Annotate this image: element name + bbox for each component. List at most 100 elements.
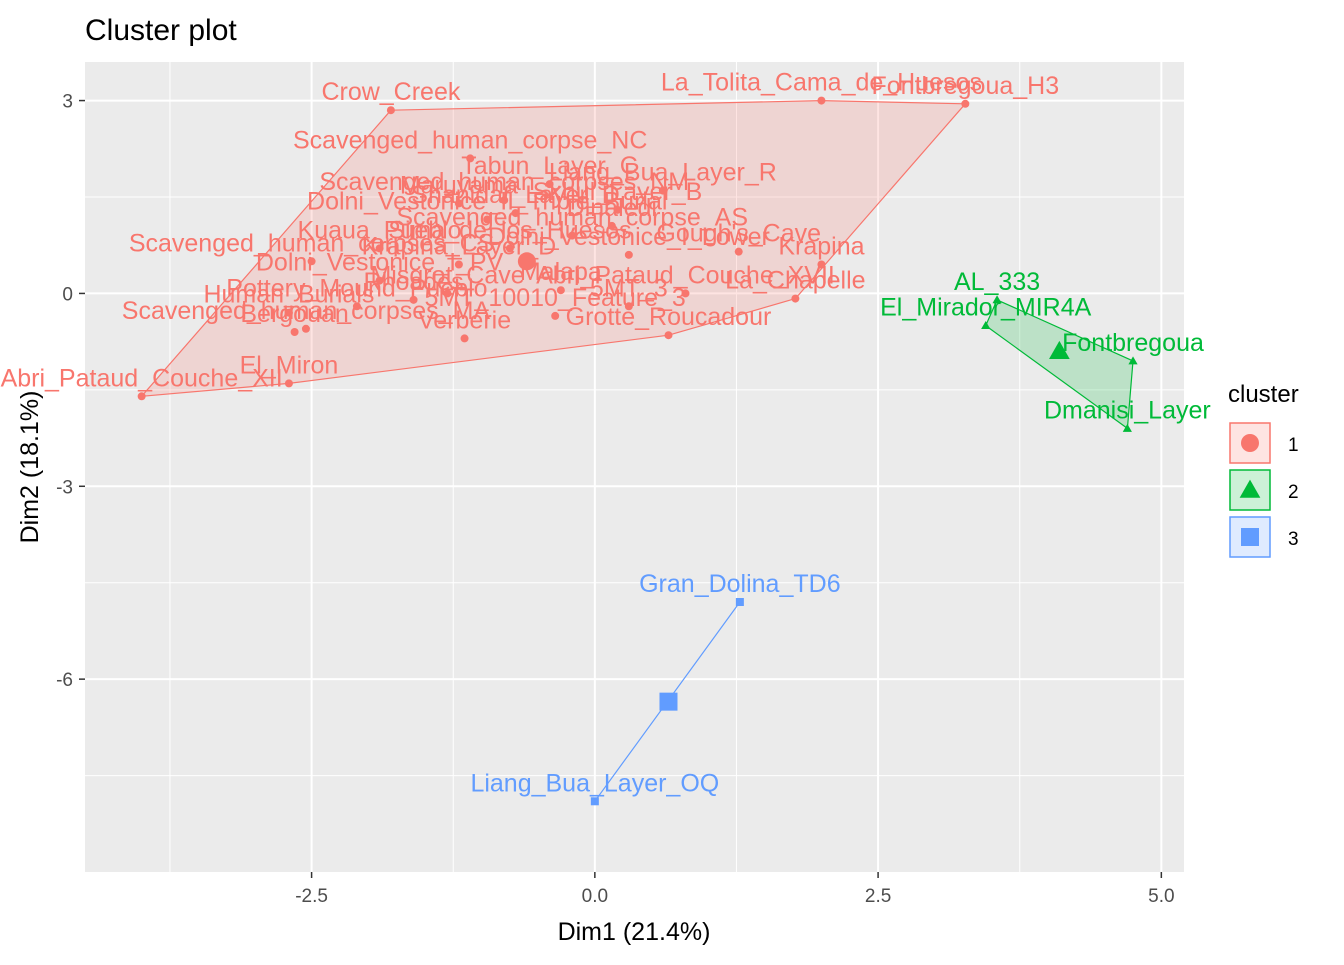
point-5mt-3 <box>624 302 633 311</box>
label-fontbregoua: Fontbregoua <box>1062 329 1204 357</box>
point-abri-pataud-couche-xii <box>137 392 146 401</box>
label-abri-pataud-couche-xvii: Abri_Pataud_Couche_XVII <box>536 261 835 289</box>
legend: cluster 1 2 3 <box>1228 381 1299 558</box>
label-fontbregoua-h3: Fontbregoua_H3 <box>872 72 1060 100</box>
point-la-chapelle <box>791 294 800 303</box>
point-scavenged-human-corpses-cs <box>307 257 316 266</box>
label-pottery-mound-pueblo: Pottery_Mound_Pueblo <box>226 274 487 302</box>
point-bergouan <box>290 328 299 336</box>
point-shanidar-layer-d <box>511 209 520 218</box>
legend-triangle-icon <box>1239 479 1261 498</box>
point-rhoades <box>409 295 418 304</box>
y-axis-title: Dim2 (18.1%) <box>16 391 44 544</box>
label-al-333: AL_333 <box>954 268 1040 296</box>
cluster-2-centroid <box>1049 340 1070 360</box>
label-abri-pataud-couche-xii: Abri_Pataud_Couche_XII <box>1 364 283 392</box>
label-el-miron: El_Miron <box>240 351 339 379</box>
point-verberie <box>460 334 469 343</box>
label-malapa: Malapa <box>520 258 602 286</box>
legend-label-3: 3 <box>1288 529 1299 550</box>
x-tick-label: 5.0 <box>1148 886 1174 907</box>
y-tick-label: -3 <box>56 477 73 498</box>
cluster-1-hull <box>141 99 966 397</box>
label-5mt-3: 5MT_3 <box>590 274 668 302</box>
point-fontbregoua-h3 <box>961 99 970 108</box>
label-scavenged-human-corpse-nc: Scavenged_human_corpse_NC <box>293 126 647 154</box>
cluster-points <box>137 96 1138 806</box>
label-el-mirador-mir4a: El_Mirador_MIR4A <box>880 294 1092 322</box>
label-tabun-layer-c: Tabun_Layer_C <box>461 152 638 180</box>
label-la-chapelle: La_Chapelle <box>725 267 865 295</box>
point-kuaua-pueblo <box>375 244 384 253</box>
label-rhoades: Rhoades <box>364 268 464 296</box>
point-al-333 <box>992 295 1002 304</box>
label-scavenged-human-corpse-as: Scavenged_human_corpse_AS <box>396 204 748 232</box>
label-scavenged-human-corpses-cs: Scavenged_human_corpses_CS <box>129 229 495 257</box>
axes: -2.5 0.0 2.5 5.0 3 0 -3 -6 <box>56 92 1174 907</box>
point-dmanisi-layer <box>1122 423 1132 432</box>
point-fontbregoua <box>1128 356 1138 365</box>
point-el-miron <box>284 379 293 388</box>
label-la-tolita-cama-de-huesos: La_Tolita_Cama_de_Huesos <box>661 69 982 97</box>
point-misgrot-cave <box>443 289 452 298</box>
label-liang-bua-layer-r: Liang_Bua_Layer_R <box>549 159 777 187</box>
point-gran-dolina-td6 <box>735 598 744 606</box>
point-liang-bua-layer-oq <box>590 797 599 806</box>
label-verberie: Verberie <box>418 306 511 334</box>
point-grotte-roucadour <box>664 331 673 340</box>
chart-title: Cluster plot <box>85 14 237 47</box>
point-abri-pataud-couche-xvii <box>681 289 690 298</box>
label-human-burials: Human_Burials <box>203 281 374 309</box>
label-scavenged-human-corpses-nm: Scavenged_human_corpses_NM <box>319 168 689 196</box>
grid-lines <box>85 62 1184 872</box>
label-misgrot-cave: Misgrot_Cave <box>370 261 524 289</box>
legend-title: cluster <box>1228 381 1299 408</box>
point-dolni-vestonice-ii-triple-burial <box>483 215 492 224</box>
x-tick-label: 2.5 <box>865 886 891 907</box>
label-dmanisi-layer: Dmanisi_Layer <box>1044 396 1211 424</box>
point-la-tolita-cama-de-huesos <box>817 96 826 105</box>
point-scavenged-human-corpses-nm <box>500 196 509 205</box>
label-dolni-vestonice-i-pv: Dolni_Vestonice_I_PV <box>256 249 504 277</box>
label-gran-dolina-td6: Gran_Dolina_TD6 <box>639 570 841 598</box>
point-crow-creek <box>386 106 395 115</box>
legend-circle-icon <box>1241 434 1259 452</box>
point-human-burials <box>284 308 293 317</box>
point-skhul-layer-b <box>613 205 622 214</box>
point-tabun-layer-c <box>545 180 554 189</box>
x-tick-label: -2.5 <box>295 886 328 907</box>
point-liang-bua-layer-r <box>658 186 667 195</box>
point-maruyama <box>454 199 463 208</box>
label-dinaledi: Dinaledi <box>567 194 657 222</box>
label-liang-bua-layer-oq: Liang_Bua_Layer_OQ <box>470 769 719 797</box>
label-crow-creek: Crow_Creek <box>321 78 460 106</box>
point-scavenged-human-corpse-nc <box>466 154 475 163</box>
label-maruyama: Maruyama <box>400 171 518 199</box>
label-kuaua-pueblo: Kuaua_Pueblo <box>298 216 462 244</box>
point-dinaledi <box>607 221 616 230</box>
cluster-1-centroid <box>517 252 536 271</box>
point-gough-s-cave <box>734 247 743 256</box>
y-tick-label: 3 <box>62 92 73 113</box>
label-bergouan: Bergouan <box>240 300 348 328</box>
point-dolni-vestonice-i-lower <box>624 250 633 259</box>
legend-square-icon <box>1241 528 1259 546</box>
label-krapina-layer-d: Krapina_Layer_D <box>362 233 557 261</box>
point-krapina <box>817 260 826 269</box>
point-scavenged-human-corpses-ma <box>301 324 310 333</box>
label-grotte-roucadour: Grotte_Roucadour <box>566 303 772 331</box>
legend-label-2: 2 <box>1288 482 1299 503</box>
y-tick-label: 0 <box>62 284 73 305</box>
point-pottery-mound-pueblo <box>352 302 361 311</box>
point-krapina-layer-d <box>454 260 463 269</box>
point-el-mirador-mir4a <box>981 320 991 330</box>
label-5mt-10010-feature-3: 5MT_10010_Feature_3 <box>425 284 686 312</box>
label-dolni-vestonice-i-lower: Dolni_Vestonice_I_Lower <box>488 223 770 251</box>
label-scavenged-human-corpses-ma: Scavenged_human_corpses_MA <box>122 297 491 325</box>
label-shanidar-layer-d: Shanidar_Layer_D <box>411 181 619 209</box>
x-axis-title: Dim1 (21.4%) <box>558 918 711 946</box>
point-5mt-10010-feature-3 <box>551 311 560 320</box>
point-labels: Crow_Creek La_Tolita_Cama_de_HuesosFontbr… <box>1 69 1211 798</box>
